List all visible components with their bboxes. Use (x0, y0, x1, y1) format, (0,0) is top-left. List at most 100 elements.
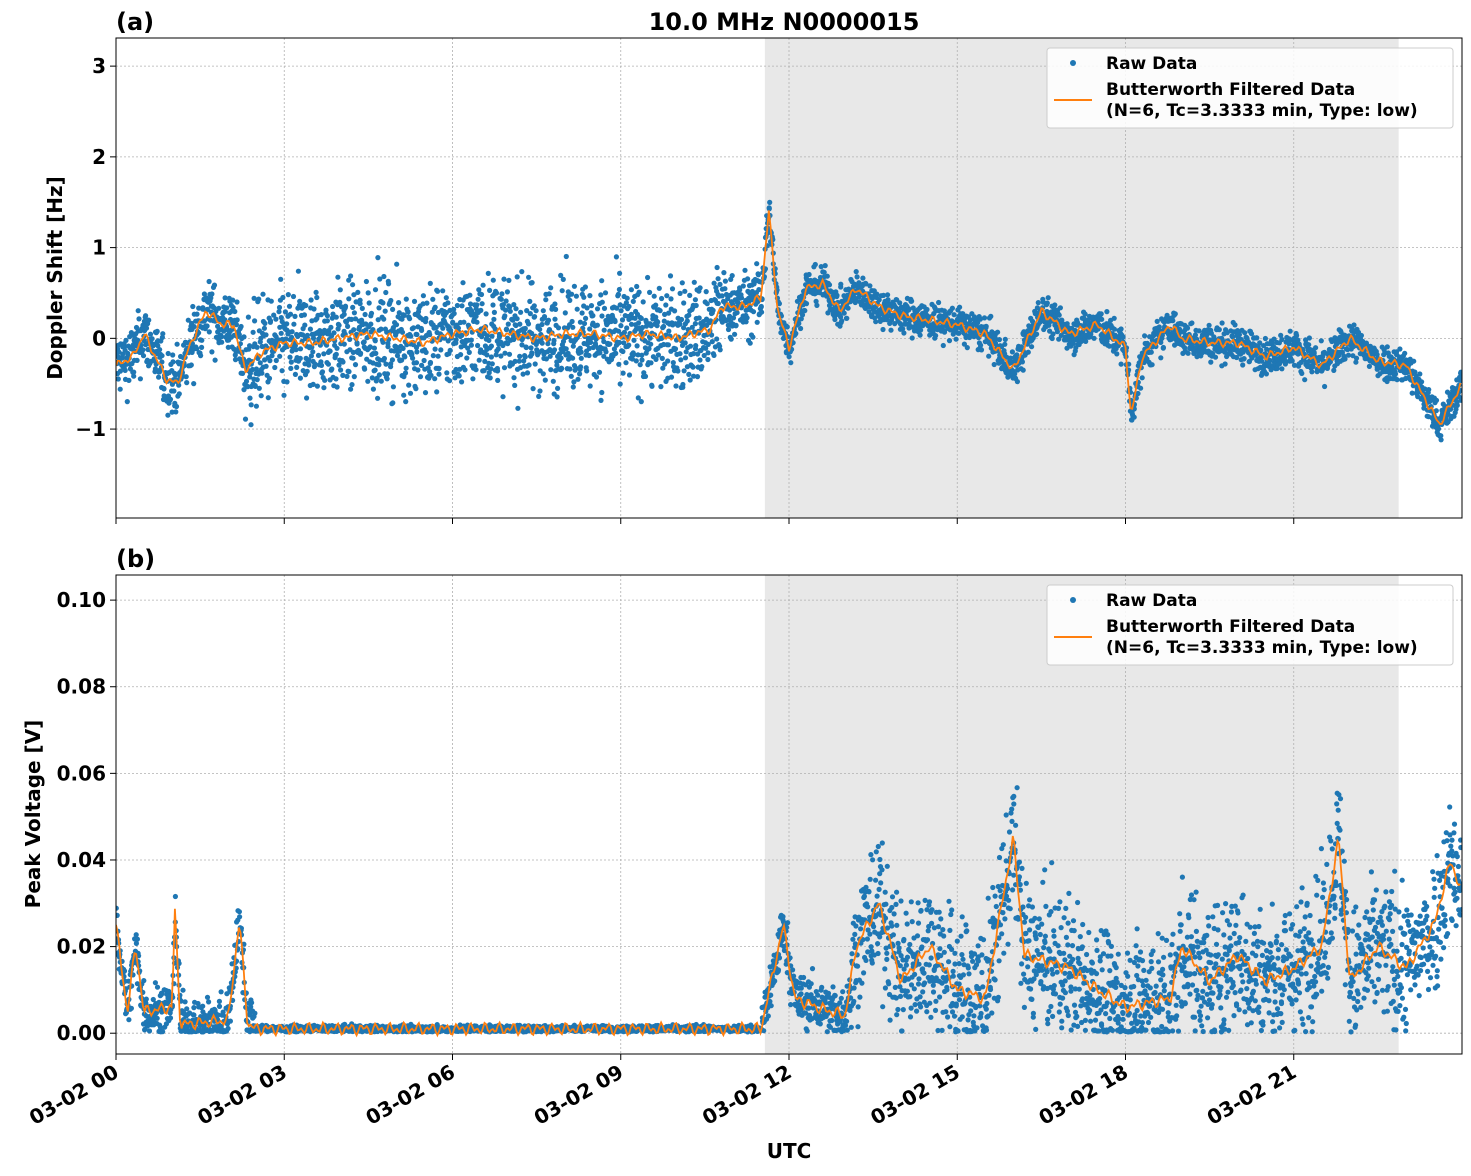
raw-data-point (854, 269, 859, 274)
raw-data-point (513, 306, 518, 311)
raw-data-point (496, 346, 501, 351)
raw-data-point (751, 309, 756, 314)
raw-data-point (1114, 351, 1119, 356)
raw-data-point (266, 395, 271, 400)
raw-data-point (979, 347, 984, 352)
raw-data-point (1439, 437, 1444, 442)
raw-data-point (687, 293, 692, 298)
raw-data-point (523, 354, 528, 359)
raw-data-point (680, 280, 685, 285)
raw-data-point (745, 276, 750, 281)
raw-data-point (314, 290, 319, 295)
raw-data-point (686, 313, 691, 318)
raw-data-point (846, 306, 851, 311)
raw-data-point (677, 351, 682, 356)
raw-data-point (406, 383, 411, 388)
raw-data-point (333, 376, 338, 381)
raw-data-point (411, 325, 416, 330)
raw-data-point (406, 309, 411, 314)
raw-data-point (385, 376, 390, 381)
raw-data-point (334, 346, 339, 351)
raw-data-point (901, 330, 906, 335)
raw-data-point (1434, 398, 1439, 403)
raw-data-point (165, 413, 170, 418)
raw-data-point (267, 358, 272, 363)
raw-data-point (491, 317, 496, 322)
raw-data-point (408, 391, 413, 396)
raw-data-point (171, 388, 176, 393)
raw-data-point (539, 322, 544, 327)
raw-data-point (834, 293, 839, 298)
raw-data-point (720, 293, 725, 298)
raw-data-point (612, 318, 617, 323)
raw-data-point (191, 1005, 196, 1010)
raw-data-point (298, 356, 303, 361)
raw-data-point (627, 372, 632, 377)
raw-data-point (276, 309, 281, 314)
raw-data-point (643, 374, 648, 379)
raw-data-point (360, 306, 365, 311)
raw-data-point (281, 393, 286, 398)
raw-data-point (241, 334, 246, 339)
raw-data-point (982, 315, 987, 320)
raw-data-point (678, 291, 683, 296)
raw-data-point (1297, 342, 1302, 347)
raw-data-point (679, 317, 684, 322)
raw-data-point (711, 353, 716, 358)
raw-data-point (486, 338, 491, 343)
raw-data-point (134, 932, 139, 937)
raw-data-point (555, 386, 560, 391)
raw-data-point (1263, 336, 1268, 341)
raw-data-point (547, 291, 552, 296)
raw-data-point (170, 359, 175, 364)
raw-data-point (1242, 330, 1247, 335)
raw-data-point (219, 989, 224, 994)
raw-data-point (588, 340, 593, 345)
raw-data-point (454, 337, 459, 342)
raw-data-point (577, 371, 582, 376)
raw-data-point (1393, 371, 1398, 376)
raw-data-point (331, 330, 336, 335)
raw-data-point (622, 330, 627, 335)
raw-data-point (325, 313, 330, 318)
raw-data-point (620, 349, 625, 354)
raw-data-point (634, 358, 639, 363)
raw-data-point (1385, 344, 1390, 349)
raw-data-point (431, 353, 436, 358)
raw-data-point (486, 271, 491, 276)
raw-data-point (560, 288, 565, 293)
raw-data-point (316, 353, 321, 358)
raw-data-point (448, 348, 453, 353)
raw-data-point (1034, 332, 1039, 337)
raw-data-point (631, 299, 636, 304)
raw-data-point (452, 311, 457, 316)
raw-data-point (194, 312, 199, 317)
raw-data-point (191, 381, 196, 386)
raw-data-point (362, 367, 367, 372)
raw-data-point (1021, 368, 1026, 373)
raw-data-point (1052, 302, 1057, 307)
raw-data-point (490, 361, 495, 366)
raw-data-point (287, 355, 292, 360)
raw-data-point (656, 352, 661, 357)
raw-data-point (168, 1015, 173, 1020)
raw-data-point (551, 379, 556, 384)
raw-data-point (587, 326, 592, 331)
raw-data-point (475, 343, 480, 348)
raw-data-point (342, 312, 347, 317)
raw-data-point (860, 276, 865, 281)
raw-data-point (570, 319, 575, 324)
y-tick-label: 3 (92, 54, 106, 78)
raw-data-point (624, 325, 629, 330)
raw-data-point (469, 343, 474, 348)
raw-data-point (697, 315, 702, 320)
raw-data-point (536, 394, 541, 399)
raw-data-point (148, 332, 153, 337)
raw-data-point (857, 294, 862, 299)
raw-data-point (363, 312, 368, 317)
raw-data-point (388, 298, 393, 303)
raw-data-point (278, 277, 283, 282)
raw-data-point (952, 312, 957, 317)
raw-data-point (616, 292, 621, 297)
